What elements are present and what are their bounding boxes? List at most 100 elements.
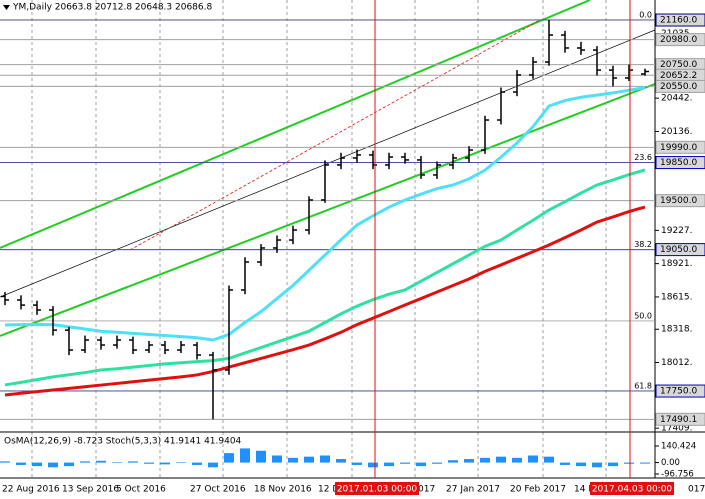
vertical-line-box <box>335 482 419 495</box>
moving-average <box>4 168 646 387</box>
y-tick-label: 18921. <box>661 259 693 269</box>
x-tick-label: 13 Sep 2016 <box>62 485 119 495</box>
trend-line <box>129 19 541 251</box>
fib-label: 50.0 <box>634 311 652 320</box>
x-tick-label: 5 Oct 2016 <box>116 485 166 495</box>
osma-bar <box>240 448 250 463</box>
osma-bar <box>208 462 218 468</box>
osma-bar <box>592 462 602 468</box>
price-level-label: 20980.0 <box>660 35 697 45</box>
price-level-label: 19850.0 <box>660 158 697 168</box>
x-tick-label: 017 <box>688 485 705 495</box>
osma-bar <box>368 462 378 468</box>
x-tick-label: 14 M <box>574 485 596 495</box>
osma-bar <box>304 456 314 463</box>
x-tick-label: 12 D <box>318 485 339 495</box>
osma-bar <box>400 462 410 464</box>
indicator-title: OsMA(12,26,9) -8.723 Stoch(5,3,3) 41.914… <box>4 437 242 447</box>
osma-bar <box>432 462 442 464</box>
price-level-label: 21160.0 <box>660 16 697 26</box>
price-level-box <box>655 412 705 426</box>
price-level-label: 19500.0 <box>660 196 697 206</box>
osma-bar <box>144 462 154 464</box>
osma-bar <box>96 460 106 463</box>
moving-average <box>4 86 646 342</box>
osma-bar <box>464 459 474 463</box>
osma-bar <box>624 462 634 464</box>
x-tick-label: 20 Feb 2017 <box>510 485 566 495</box>
osma-bar <box>576 462 586 467</box>
osma-bar <box>560 462 570 465</box>
moving-average <box>4 205 646 397</box>
y-tick-label: 17409. <box>661 424 693 434</box>
price-level-label: 20550.0 <box>660 82 697 92</box>
osma-bar <box>128 461 138 463</box>
osma-bar <box>352 462 362 465</box>
osma-bar <box>416 462 426 467</box>
vertical-line-box <box>590 482 674 495</box>
vertical-line-label: 2017.01.03 00:00 <box>337 485 418 495</box>
osma-bar <box>16 462 26 465</box>
time-grid <box>31 0 607 478</box>
fib-label: 23.6 <box>634 153 652 162</box>
indicator-tick-label: -96.756 <box>661 470 694 480</box>
y-tick-label: 20442. <box>661 94 693 104</box>
x-tick-label: 18 Nov 2016 <box>254 485 312 495</box>
channel-lines <box>0 0 656 337</box>
y-tick-label: 19227. <box>661 226 693 236</box>
osma-bar <box>320 455 330 463</box>
fib-label: 38.2 <box>634 240 652 249</box>
indicator-tick-label: 0.00 <box>661 458 680 468</box>
osma-bar <box>224 453 234 463</box>
fib-label: 0.0 <box>639 11 652 20</box>
price-level-box <box>655 156 705 170</box>
osma-bar <box>0 461 10 463</box>
osma-bar <box>64 462 74 467</box>
chart-title: YM,Daily 20663.8 20712.8 20648.3 20686.8 <box>12 3 212 13</box>
osma-bar <box>112 461 122 463</box>
price-level-box <box>655 140 705 154</box>
price-level-box <box>655 33 705 47</box>
x-tick-label: 27 Oct 2016 <box>190 485 246 495</box>
y-tick-label: 20136. <box>661 127 693 137</box>
price-level-label: 20750.0 <box>660 60 697 70</box>
indicator-tick-label: 140.424 <box>661 442 696 452</box>
osma-bar <box>480 457 490 463</box>
osma-bar <box>448 460 458 463</box>
osma-bar <box>528 455 538 463</box>
vertical-line-label: 2017.04.03 00:00 <box>592 485 673 495</box>
osma-bar <box>160 462 170 465</box>
osma-bar <box>608 462 618 467</box>
osma-bar <box>544 456 554 463</box>
price-level-label: 17490.1 <box>660 415 697 425</box>
osma-bar <box>256 450 266 463</box>
price-level-label: 17750.0 <box>660 387 697 397</box>
osma-bar <box>512 457 522 463</box>
y-tick-label: 18615. <box>661 292 693 302</box>
channel-line <box>0 83 656 337</box>
price-level-box <box>655 13 705 27</box>
price-level-label: 19990.0 <box>660 143 697 153</box>
osma-bar <box>32 462 42 467</box>
osma-bar <box>384 462 394 467</box>
fib-label: 61.8 <box>634 382 652 391</box>
osma-bar <box>48 462 58 468</box>
x-tick-label: 017 <box>418 485 435 495</box>
price-level-box <box>655 194 705 208</box>
osma-bar <box>80 461 90 463</box>
x-tick-label: 22 Aug 2016 <box>2 485 60 495</box>
price-level-box <box>655 79 705 93</box>
osma-bar <box>496 456 506 463</box>
x-tick-label: 27 Jan 2017 <box>446 485 500 495</box>
price-level-label: 20652.2 <box>660 71 697 81</box>
price-level-label: 19050.0 <box>660 245 697 255</box>
osma-bar <box>336 459 346 463</box>
channel-mid-line <box>0 29 656 298</box>
y-tick-label: 18318. <box>661 325 693 335</box>
price-level-box <box>655 243 705 257</box>
channel-line <box>0 0 591 249</box>
osma-bar <box>640 462 650 464</box>
osma-bar <box>272 455 282 463</box>
osma-bar <box>192 462 202 465</box>
